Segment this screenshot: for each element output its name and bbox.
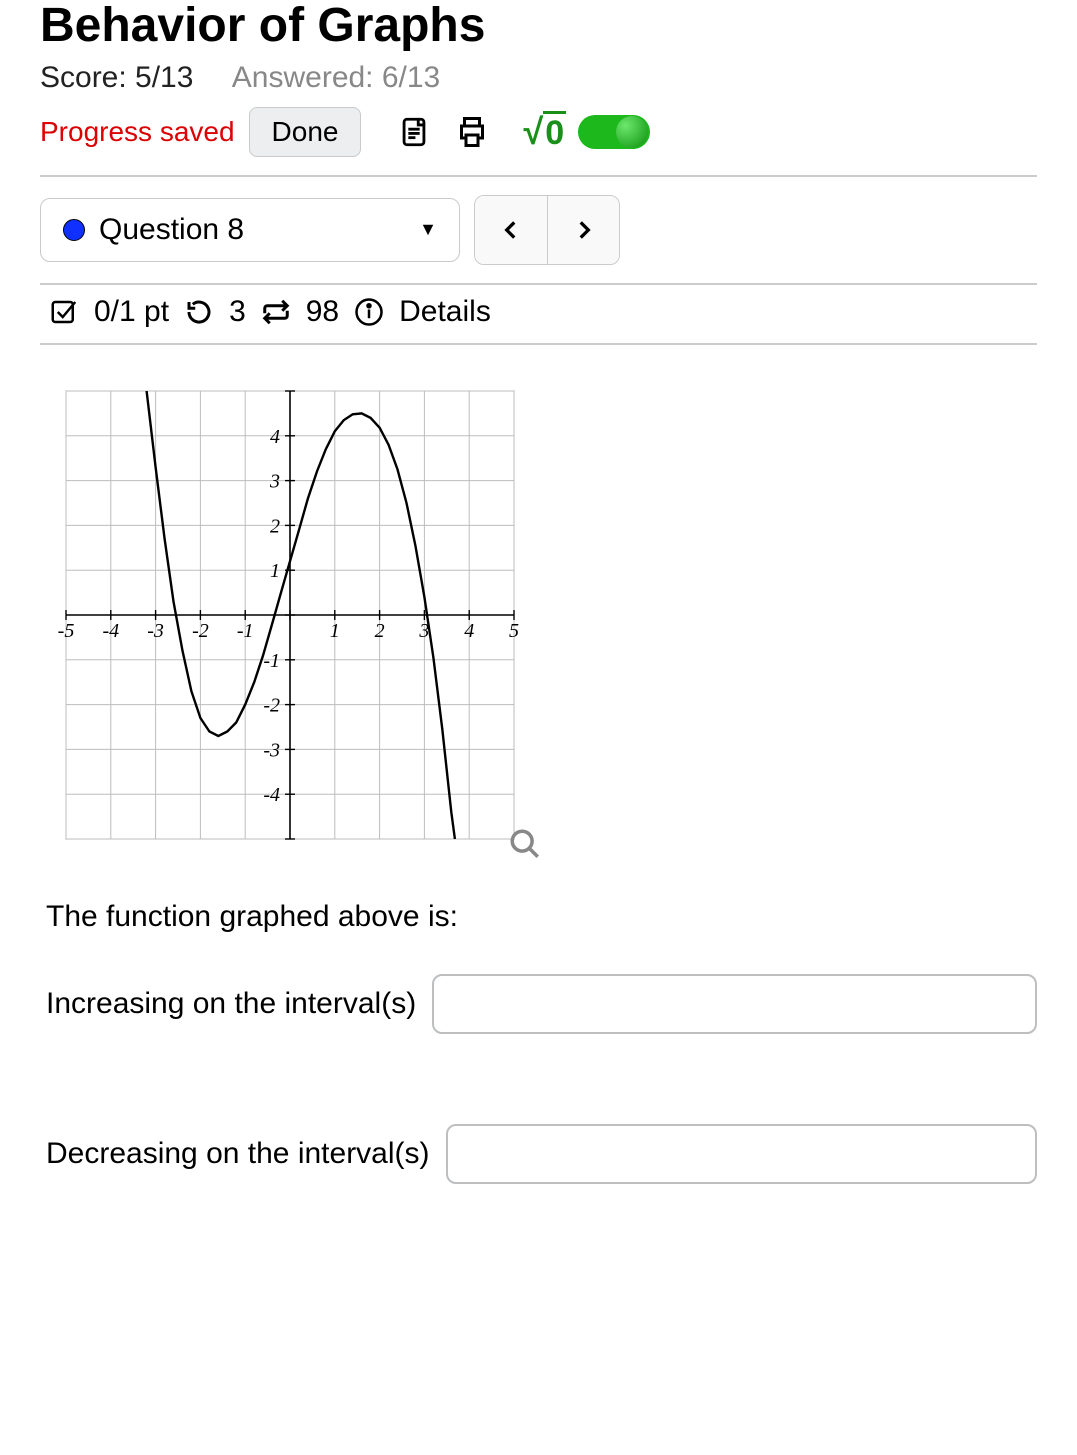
done-button[interactable]: Done — [249, 107, 362, 157]
svg-text:1: 1 — [330, 620, 340, 642]
notes-icon[interactable] — [395, 112, 433, 152]
answered-label: Answered: 6/13 — [232, 61, 440, 94]
decreasing-label: Decreasing on the interval(s) — [46, 1137, 430, 1171]
function-graph: -5-4-3-2-112345-4-3-2-11234 — [40, 365, 540, 865]
svg-text:-4: -4 — [263, 784, 280, 806]
retry-icon — [183, 296, 215, 328]
svg-text:5: 5 — [509, 620, 519, 642]
points-bar: 0/1 pt 3 98 Details — [40, 283, 1037, 345]
chevron-down-icon: ▼ — [419, 219, 437, 240]
points-label: 0/1 pt — [94, 295, 169, 329]
details-link[interactable]: Details — [399, 295, 491, 329]
question-prompt: The function graphed above is: — [46, 900, 1037, 934]
checkbox-icon — [48, 296, 80, 328]
graph-container: -5-4-3-2-112345-4-3-2-11234 — [40, 365, 560, 872]
increasing-label: Increasing on the interval(s) — [46, 987, 416, 1021]
svg-text:-3: -3 — [263, 739, 280, 761]
reattempt-count: 98 — [306, 295, 339, 329]
info-icon[interactable] — [353, 296, 385, 328]
increasing-input[interactable] — [432, 974, 1037, 1034]
question-nav — [474, 195, 620, 265]
print-icon[interactable] — [453, 112, 491, 152]
svg-text:2: 2 — [270, 515, 280, 537]
svg-text:4: 4 — [270, 426, 280, 448]
equation-editor-toggle[interactable] — [578, 115, 650, 149]
question-select[interactable]: Question 8 ▼ — [40, 198, 460, 262]
svg-text:-1: -1 — [237, 620, 254, 642]
svg-text:4: 4 — [464, 620, 474, 642]
prev-question-button[interactable] — [475, 196, 547, 264]
page-title: Behavior of Graphs — [40, 0, 1037, 53]
question-select-label: Question 8 — [99, 213, 244, 247]
progress-row: Progress saved Done √0 — [40, 107, 1037, 177]
retry-count: 3 — [229, 295, 246, 329]
next-question-button[interactable] — [547, 196, 619, 264]
score-label: Score: 5/13 — [40, 61, 193, 94]
magnify-icon[interactable] — [508, 827, 542, 868]
svg-text:3: 3 — [269, 470, 280, 492]
score-row: Score: 5/13 Answered: 6/13 — [40, 61, 1037, 95]
svg-text:2: 2 — [375, 620, 385, 642]
svg-text:-1: -1 — [263, 650, 280, 672]
svg-text:-3: -3 — [147, 620, 164, 642]
svg-text:1: 1 — [270, 560, 280, 582]
svg-text:-4: -4 — [102, 620, 119, 642]
equation-editor-toggle-label: √0 — [523, 111, 566, 153]
svg-text:-2: -2 — [263, 694, 280, 716]
reattempt-icon — [260, 296, 292, 328]
svg-text:-2: -2 — [192, 620, 209, 642]
decreasing-input[interactable] — [446, 1124, 1037, 1184]
progress-saved-label: Progress saved — [40, 116, 235, 148]
svg-text:-5: -5 — [58, 620, 75, 642]
question-status-dot — [63, 219, 85, 241]
